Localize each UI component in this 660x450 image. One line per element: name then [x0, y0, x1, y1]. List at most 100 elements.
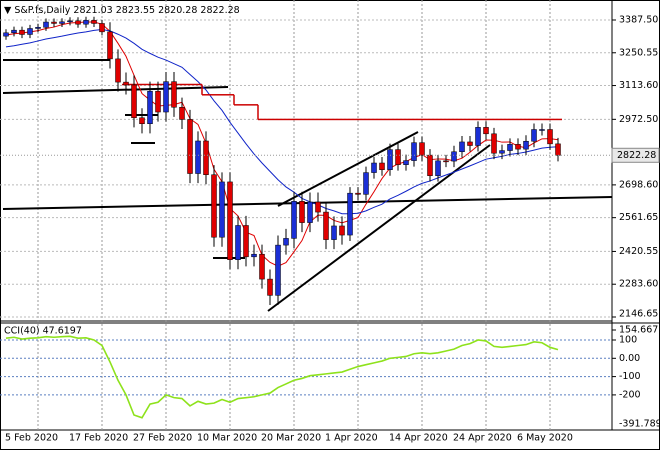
moving-average	[5, 28, 559, 215]
candle-body	[467, 141, 473, 146]
plot: 3387.50 3250.55 3113.60 2972.50 2698.60 2561.…	[0, 14, 660, 444]
y-tick-label: 3250.55	[619, 47, 658, 58]
header-high: 2823.55	[116, 5, 155, 16]
candle-body	[99, 23, 105, 33]
candle-body	[163, 81, 169, 113]
candle-body	[411, 142, 417, 161]
candle-body	[203, 140, 209, 175]
candle-body	[107, 31, 113, 60]
candle-body	[227, 181, 233, 260]
candle-body	[267, 278, 273, 296]
candle-body	[435, 160, 441, 176]
candle-body	[299, 201, 305, 223]
candle-body	[243, 225, 249, 258]
candle-body	[371, 162, 377, 173]
x-tick-label: 27 Feb 2020	[133, 433, 192, 444]
last-price-label: 2822.28	[617, 150, 656, 161]
y-tick-label: 2972.50	[619, 114, 658, 125]
candle-body	[275, 244, 281, 296]
header-icon: ▼	[4, 5, 14, 16]
y-tick-label: -100	[619, 371, 641, 382]
candle-body	[475, 127, 481, 146]
candle-body	[259, 253, 265, 280]
candle-body	[315, 201, 321, 213]
candle-body	[43, 21, 49, 28]
candle-body	[291, 201, 297, 239]
candle-body	[19, 29, 25, 35]
candle-body	[379, 162, 385, 170]
indicator-line	[5, 335, 559, 419]
x-tick-label: 17 Feb 2020	[69, 433, 128, 444]
candle-body	[451, 151, 457, 162]
symbol: S&P.fs,Daily	[14, 5, 70, 16]
candle-body	[251, 253, 257, 258]
y-tick-label: 2146.65	[619, 309, 658, 320]
y-tick-label: 2283.60	[619, 279, 658, 290]
candle-body	[347, 192, 353, 236]
candle-body	[555, 143, 561, 156]
candle-body	[499, 150, 505, 154]
candle-body	[91, 20, 97, 24]
x-tick-label: 1 Apr 2020	[325, 433, 378, 444]
y-tick-label: 2420.55	[619, 246, 658, 257]
candle-body	[11, 29, 17, 34]
candle-body	[155, 90, 161, 113]
y-tick-label: 154.667	[619, 325, 658, 336]
candle-body	[539, 129, 545, 131]
candle-body	[75, 20, 81, 25]
candle-body	[339, 225, 345, 236]
candle-body	[419, 142, 425, 156]
candle-body	[307, 201, 313, 223]
x-tick-label: 10 Mar 2020	[197, 433, 257, 444]
chart-header: ▼ S&P.fs,Daily 2821.03 2823.55 2820.28 2…	[4, 5, 240, 16]
candle-body	[547, 129, 553, 145]
candle-body	[323, 211, 329, 240]
candle-body	[283, 238, 289, 246]
candle-body	[219, 181, 225, 238]
candle-body	[443, 160, 449, 163]
x-tick-label: 5 Feb 2020	[5, 433, 58, 444]
y-tick-label: -200	[619, 389, 641, 400]
candle-body	[387, 149, 393, 170]
candle-body	[331, 225, 337, 240]
candle-body	[235, 225, 241, 260]
grid	[0, 0, 612, 430]
candle-body	[123, 81, 129, 86]
candle-body	[395, 149, 401, 165]
y-tick-label: 2561.65	[619, 212, 658, 223]
candle-body	[363, 172, 369, 195]
x-tick-label: 20 Mar 2020	[261, 433, 321, 444]
candle-body	[51, 21, 57, 24]
y-tick-label: 0.00	[619, 353, 640, 364]
y-tick-label: 2698.60	[619, 179, 658, 190]
x-tick-label: 24 Apr 2020	[453, 433, 512, 444]
candle-body	[35, 27, 41, 29]
candle-body	[195, 140, 201, 174]
candle-body	[427, 154, 433, 176]
y-tick-label: 3113.60	[619, 80, 658, 91]
x-tick-label: 14 Apr 2020	[389, 433, 448, 444]
y-tick-label: -391.789	[619, 419, 660, 430]
candle-body	[355, 192, 361, 195]
candle-body	[59, 21, 65, 24]
trend-line	[2, 86, 229, 94]
candle-body	[403, 160, 409, 165]
candle-body	[483, 127, 489, 135]
candle-body	[515, 144, 521, 150]
header-low: 2820.28	[158, 5, 197, 16]
indicator-title: CCI(40) 47.6197	[4, 326, 82, 337]
candle-body	[171, 81, 177, 108]
candle-body	[115, 58, 121, 83]
candle-body	[459, 141, 465, 153]
candle-body	[83, 20, 89, 25]
trend-line	[277, 131, 419, 207]
last-price-box	[611, 147, 660, 163]
header-close: 2822.28	[200, 5, 239, 16]
candle-body	[3, 32, 9, 37]
candle-body	[139, 117, 145, 125]
header-open: 2821.03	[73, 5, 112, 16]
candle-body	[187, 119, 193, 174]
candle-body	[147, 90, 153, 125]
y-tick-label: 100	[619, 335, 637, 346]
candle-body	[491, 133, 497, 154]
